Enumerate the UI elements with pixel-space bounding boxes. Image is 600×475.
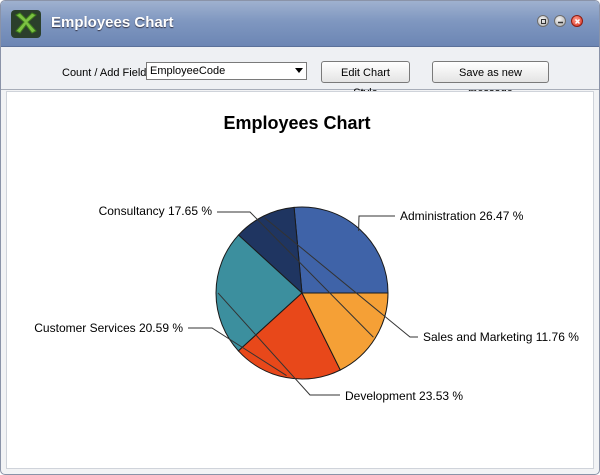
leader-line [217, 211, 374, 338]
close-icon [574, 18, 581, 25]
pie-slice-administration[interactable] [293, 206, 389, 294]
count-field-label: Count / Add Field : [62, 67, 153, 79]
pie-labels: Administration 26.47 % Sales and Marketin… [34, 204, 579, 403]
save-as-new-message-button[interactable]: Save as new message [432, 61, 549, 99]
chart-area: Employees Chart Administration 26.47 % Sa… [6, 91, 594, 469]
close-button[interactable] [571, 15, 583, 27]
leader-line [217, 292, 340, 396]
slice-label: Sales and Marketing 11.76 % [423, 330, 579, 344]
edit-chart-style-button[interactable]: Edit Chart Style [321, 61, 410, 99]
slice-label: Customer Services 20.59 % [34, 321, 183, 335]
slice-label: Development 23.53 % [345, 389, 463, 403]
pie-slice-development[interactable] [215, 234, 303, 352]
title-bar[interactable]: Employees Chart [1, 1, 599, 47]
toolbar: Count / Add Field : EmployeeCode Edit Ch… [1, 47, 599, 99]
leader-line [264, 217, 418, 338]
pie-slice-sales-and-marketing[interactable] [237, 206, 303, 295]
field-select[interactable]: EmployeeCode [146, 62, 307, 80]
green-x-logo-icon [11, 10, 41, 38]
slice-label: Consultancy 17.65 % [99, 204, 213, 218]
minimize-button[interactable] [554, 15, 566, 27]
pie-slice-customer-services[interactable] [237, 292, 341, 380]
restore-button[interactable] [537, 15, 549, 27]
leader-line [188, 327, 287, 376]
slice-label: Administration 26.47 % [400, 209, 524, 223]
dropdown-arrow-icon[interactable] [295, 68, 303, 73]
restore-icon [541, 19, 546, 24]
pie-slices [215, 206, 389, 380]
chart-title: Employees Chart [223, 113, 370, 133]
field-select-value: EmployeeCode [150, 65, 226, 77]
minimize-icon [558, 21, 563, 24]
leader-line [358, 215, 395, 231]
pie-chart: Employees Chart Administration 26.47 % Sa… [34, 113, 579, 403]
pie-slice-consultancy[interactable] [301, 292, 389, 371]
window-title: Employees Chart [51, 14, 174, 31]
